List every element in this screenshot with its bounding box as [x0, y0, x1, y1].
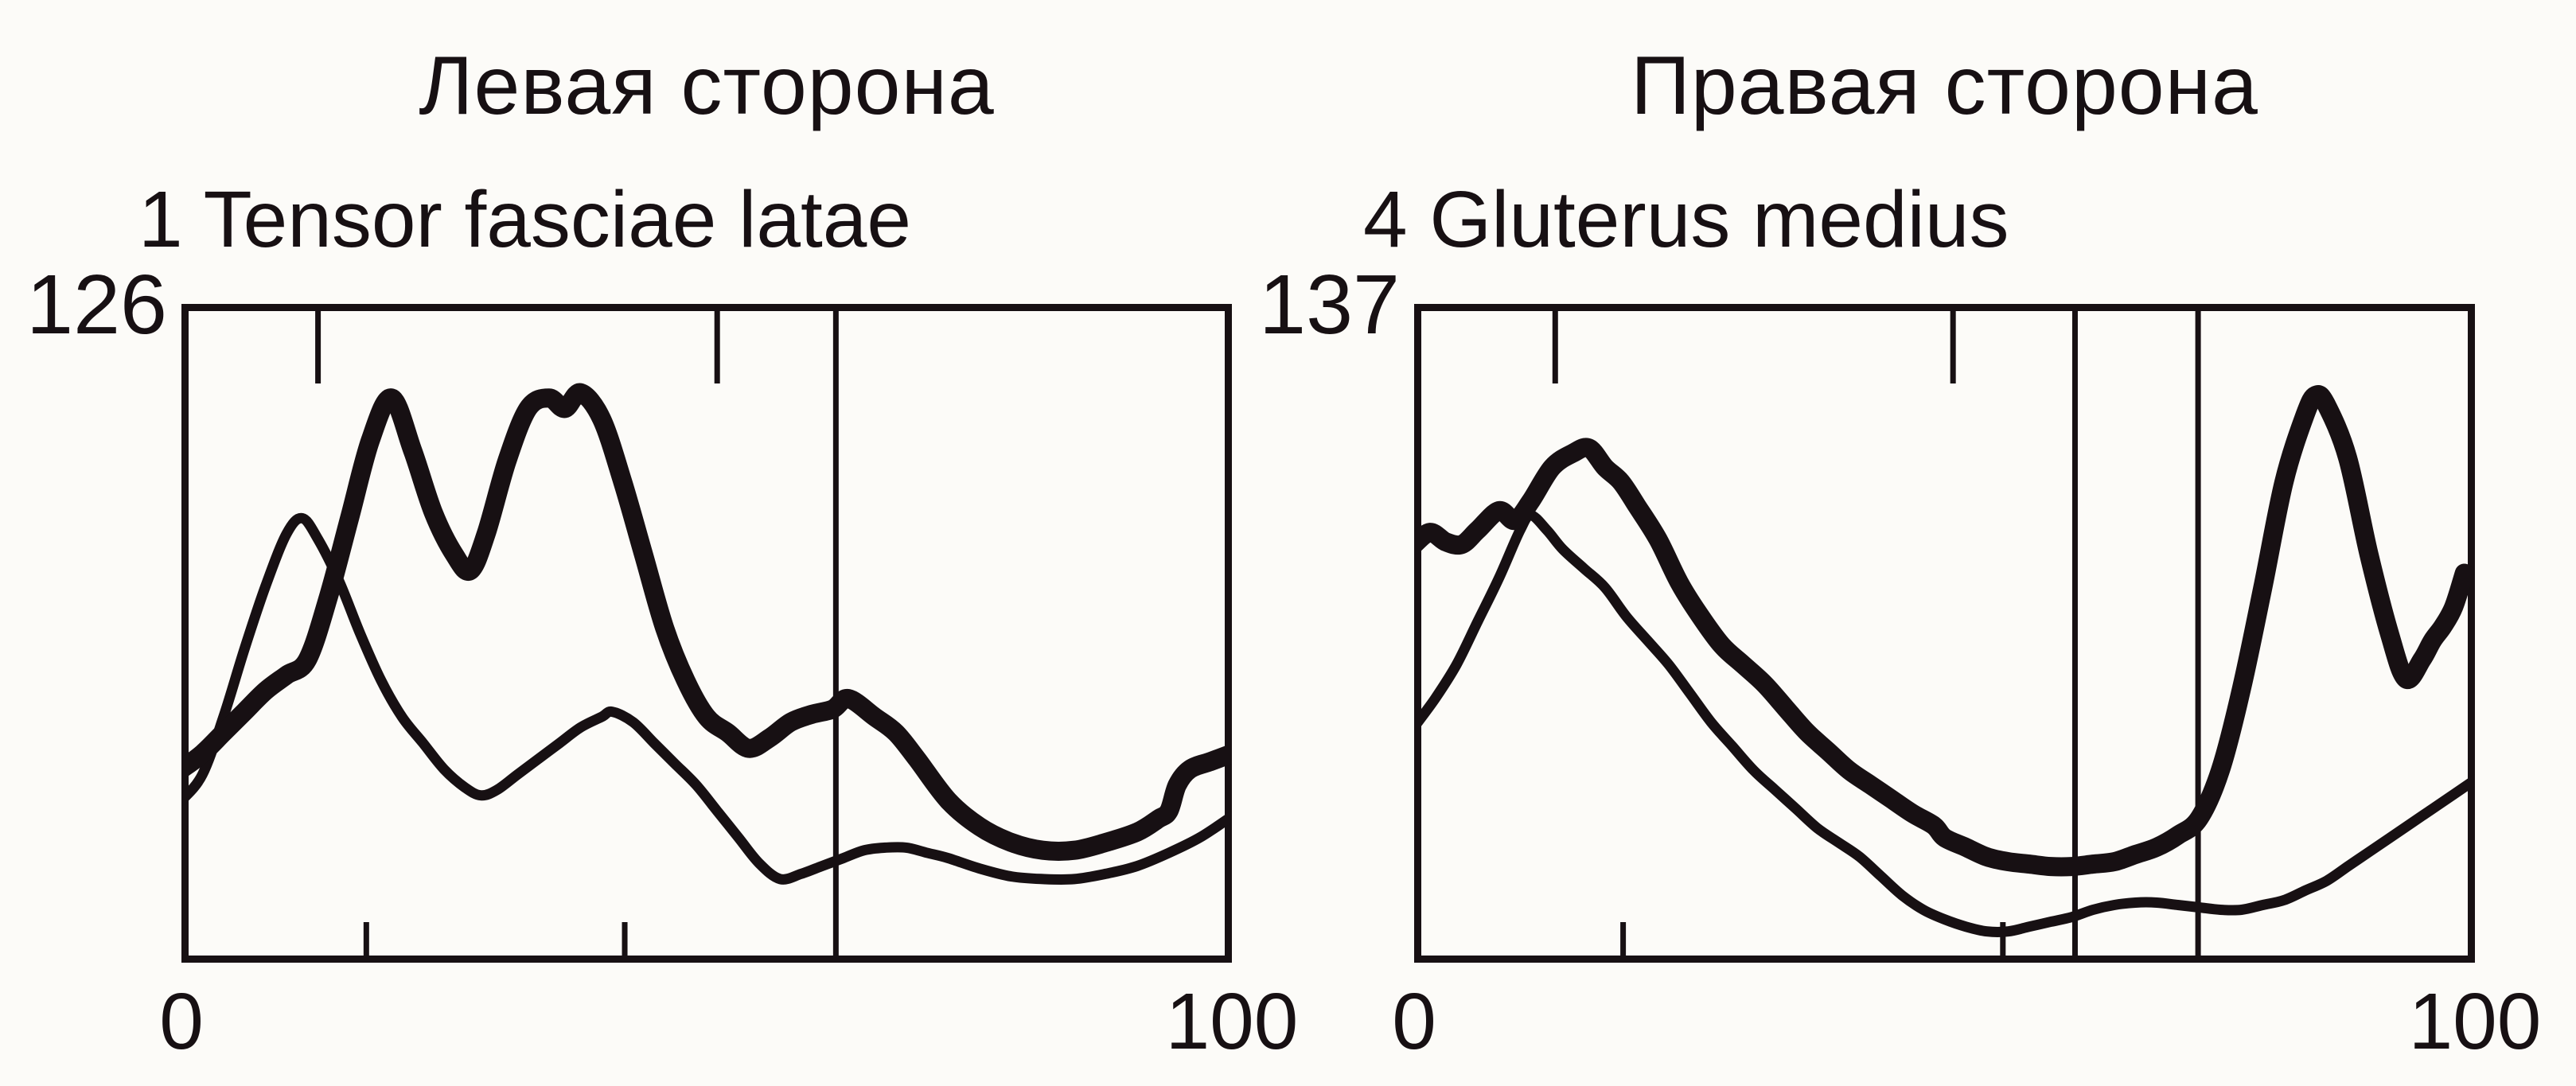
right-x-end-label: 100	[2408, 977, 2542, 1066]
plot-frame	[181, 304, 1232, 963]
left-ymax-tick-label: 126	[26, 258, 167, 352]
right-ymax-tick-label: 137	[1259, 258, 1400, 352]
right-emg-plot	[1414, 304, 2475, 963]
right-muscle-label: 4 Gluterus medius	[1363, 175, 2009, 264]
plot-frame	[1414, 304, 2475, 963]
right-side-title: Правая сторона	[1631, 40, 2258, 132]
left-side-title: Левая сторона	[419, 40, 995, 132]
right-x-start-label: 0	[1392, 977, 1436, 1066]
left-muscle-label: 1 Tensor fasciae latae	[138, 175, 911, 264]
thin-trace	[181, 512, 1232, 886]
thick-trace	[1414, 385, 2474, 877]
left-x-start-label: 0	[159, 977, 204, 1066]
left-emg-plot	[181, 304, 1232, 963]
left-x-end-label: 100	[1165, 977, 1299, 1066]
thin-trace	[1414, 510, 2475, 937]
thick-trace	[181, 383, 1232, 861]
chart-panel-left: Левая сторона 1 Tensor fasciae latae 126…	[26, 0, 1298, 1086]
chart-panel-right: Правая сторона 4 Gluterus medius 137 0 1…	[1259, 0, 2541, 1086]
